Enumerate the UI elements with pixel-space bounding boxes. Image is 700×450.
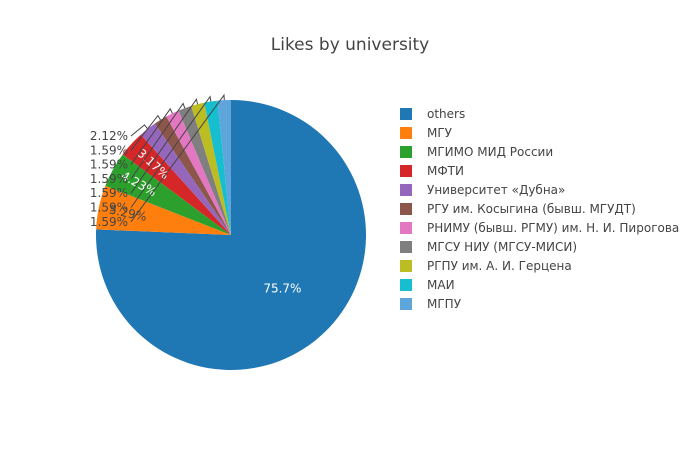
slice-label-0: 75.7%: [263, 282, 301, 296]
legend-swatch-10: [400, 298, 412, 310]
legend-label-6: РНИМУ (бывш. РГМУ) им. Н. И. Пирогова: [427, 221, 679, 235]
pie: 75.7%5.29%4.23%3.17%2.12%1.59%1.59%1.59%…: [90, 93, 367, 370]
legend-item-3[interactable]: МФТИ: [400, 164, 464, 178]
pie-slice-5[interactable]: [154, 116, 231, 235]
legend-label-2: МГИМО МИД России: [427, 145, 553, 159]
legend-label-9: МАИ: [427, 278, 455, 292]
legend-item-4[interactable]: Университет «Дубна»: [400, 183, 565, 197]
legend-label-8: РГПУ им. А. И. Герцена: [427, 259, 572, 273]
pie-slice-2[interactable]: [105, 154, 231, 235]
legend-item-0[interactable]: others: [400, 107, 465, 121]
legend-item-7[interactable]: МГСУ НИУ (МГСУ-МИСИ): [400, 240, 577, 254]
pie-slice-10[interactable]: [217, 100, 231, 235]
leader-line-6: [130, 107, 173, 165]
slice-label-4: 2.12%: [90, 129, 128, 143]
legend-label-0: others: [427, 107, 465, 121]
legend-swatch-5: [400, 203, 412, 215]
legend-label-10: МГПУ: [427, 297, 462, 311]
pie-slice-9[interactable]: [204, 100, 231, 235]
pie-slice-0[interactable]: [96, 100, 367, 370]
legend-swatch-9: [400, 279, 412, 291]
leader-line-9: [130, 95, 212, 208]
leader-line-7: [130, 102, 186, 180]
pie-slice-7[interactable]: [178, 106, 232, 235]
legend-label-4: Университет «Дубна»: [427, 183, 565, 197]
legend-label-7: МГСУ НИУ (МГСУ-МИСИ): [427, 240, 577, 254]
legend-swatch-6: [400, 222, 412, 234]
legend-item-2[interactable]: МГИМО МИД России: [400, 145, 553, 159]
legend-label-5: РГУ им. Косыгина (бывш. МГУДТ): [427, 202, 636, 216]
chart-title: Likes by university: [271, 35, 430, 55]
slice-label-10: 1.59%: [90, 215, 128, 229]
legend[interactable]: others МГУ МГИМО МИД России МФТИ Университет…: [400, 107, 679, 311]
slice-label-7: 1.59%: [90, 172, 128, 186]
leader-line-8: [130, 98, 199, 194]
slice-label-5: 1.59%: [90, 143, 128, 157]
legend-swatch-0: [400, 108, 412, 120]
pie-slice-6[interactable]: [166, 110, 231, 235]
pie-slice-8[interactable]: [191, 102, 231, 236]
slice-label-8: 1.59%: [90, 186, 128, 200]
legend-item-6[interactable]: РНИМУ (бывш. РГМУ) им. Н. И. Пирогова: [400, 221, 679, 235]
slice-label-6: 1.59%: [90, 158, 128, 172]
slice-label-9: 1.59%: [90, 201, 128, 215]
legend-swatch-7: [400, 241, 412, 253]
legend-item-1[interactable]: МГУ: [400, 126, 453, 140]
leader-line-4: [130, 124, 148, 137]
legend-item-9[interactable]: МАИ: [400, 278, 455, 292]
leader-line-5: [130, 114, 161, 151]
legend-label-1: МГУ: [427, 126, 453, 140]
legend-swatch-3: [400, 165, 412, 177]
leader-line-10: [130, 93, 225, 223]
legend-item-5[interactable]: РГУ им. Косыгина (бывш. МГУДТ): [400, 202, 636, 216]
legend-swatch-2: [400, 146, 412, 158]
legend-swatch-4: [400, 184, 412, 196]
legend-item-8[interactable]: РГПУ им. А. И. Герцена: [400, 259, 572, 273]
legend-swatch-8: [400, 260, 412, 272]
legend-label-3: МФТИ: [427, 164, 464, 178]
legend-item-10[interactable]: МГПУ: [400, 297, 462, 311]
pie-slice-3[interactable]: [122, 134, 231, 235]
pie-slice-1[interactable]: [96, 185, 232, 235]
legend-swatch-1: [400, 127, 412, 139]
pie-slice-4[interactable]: [140, 123, 231, 235]
